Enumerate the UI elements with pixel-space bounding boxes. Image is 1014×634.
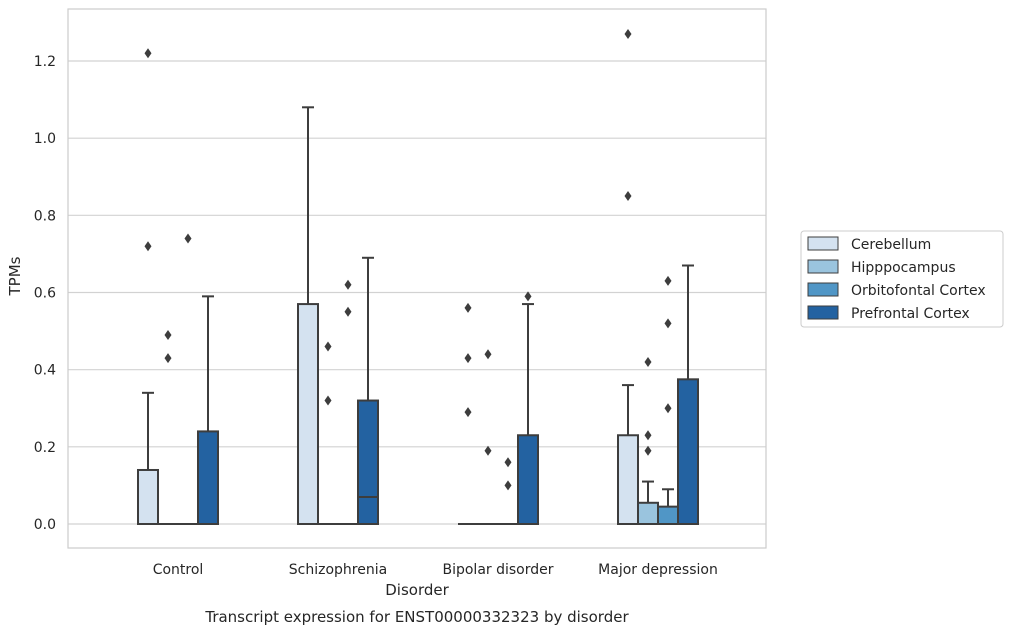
outlier-point	[624, 28, 632, 39]
outlier-point	[644, 445, 652, 456]
box-2-2	[498, 457, 518, 525]
box-0-1	[297, 106, 319, 526]
box-1-3	[637, 356, 659, 526]
box-3-1	[357, 256, 379, 525]
box-body	[517, 434, 539, 525]
outlier-point	[164, 329, 172, 340]
outlier-point	[484, 349, 492, 360]
box-3-3	[677, 264, 699, 525]
legend-swatch	[807, 236, 839, 251]
legend-swatch	[807, 259, 839, 274]
box-body	[617, 434, 639, 525]
y-tick-label: 0.0	[34, 517, 56, 533]
x-tick-label: Major depression	[598, 562, 718, 578]
box-1-0	[158, 329, 178, 525]
outlier-point	[644, 430, 652, 441]
y-tick-label: 0.8	[34, 208, 56, 224]
legend-label: Cerebellum	[851, 237, 931, 253]
outlier-point	[144, 48, 152, 59]
outlier-point	[624, 191, 632, 202]
box-0-3	[617, 28, 639, 525]
y-tick-label: 1.0	[34, 131, 56, 147]
box-2-0	[178, 233, 198, 525]
outlier-point	[464, 302, 472, 313]
legend-frame	[800, 230, 1004, 328]
grid-layer	[68, 60, 766, 525]
x-tick-label: Schizophrenia	[289, 562, 387, 578]
box-1-2	[478, 349, 498, 525]
box-body	[197, 430, 219, 525]
outlier-point	[464, 407, 472, 418]
box-body	[657, 505, 679, 526]
y-tick-label: 0.2	[34, 440, 56, 456]
box-2-3	[657, 275, 679, 526]
legend-swatch	[807, 305, 839, 320]
outlier-point	[644, 356, 652, 367]
box-body	[137, 468, 159, 526]
tick-labels-layer: 0.0 0.2 0.4 0.6 0.8 1.0 1.2 Control Schizophreni…	[34, 54, 718, 578]
x-tick-label: Bipolar disorder	[442, 562, 553, 578]
y-tick-label: 0.6	[34, 286, 56, 302]
outlier-point	[344, 306, 352, 317]
legend-items: Cerebellum Hipppocampus Orbitofontal Corte…	[807, 236, 986, 322]
outlier-point	[664, 275, 672, 286]
box-2-1	[338, 279, 358, 525]
y-tick-label: 1.2	[34, 54, 56, 70]
boxes-layer	[137, 28, 699, 526]
box-body	[637, 501, 659, 526]
legend-label: Hipppocampus	[851, 260, 956, 276]
box-3-2	[517, 291, 539, 525]
outlier-point	[464, 353, 472, 364]
outlier-point	[504, 457, 512, 468]
chart-caption: Transcript expression for ENST0000033232…	[204, 608, 629, 626]
outlier-point	[324, 341, 332, 352]
outlier-point	[664, 318, 672, 329]
outlier-point	[664, 403, 672, 414]
box-0-0	[137, 48, 159, 526]
legend-swatch	[807, 282, 839, 297]
box-body	[357, 399, 379, 525]
y-axis-label: TPMs	[6, 256, 24, 296]
outlier-point	[504, 480, 512, 491]
box-body	[297, 303, 319, 526]
plot-frame	[67, 8, 767, 549]
box-body	[677, 378, 699, 525]
legend: Cerebellum Hipppocampus Orbitofontal Corte…	[800, 230, 1004, 328]
box-3-0	[197, 295, 219, 525]
outlier-point	[144, 241, 152, 252]
outlier-point	[524, 291, 532, 302]
outlier-point	[184, 233, 192, 244]
box-0-2	[458, 302, 478, 525]
outlier-point	[344, 279, 352, 290]
outlier-point	[484, 445, 492, 456]
outlier-point	[164, 353, 172, 364]
x-axis-label: Disorder	[385, 581, 449, 599]
legend-label: Orbitofontal Cortex	[851, 283, 986, 299]
box-1-1	[318, 341, 338, 525]
x-tick-label: Control	[153, 562, 204, 578]
outlier-point	[324, 395, 332, 406]
legend-label: Prefrontal Cortex	[851, 306, 970, 322]
y-tick-label: 0.4	[34, 363, 56, 379]
